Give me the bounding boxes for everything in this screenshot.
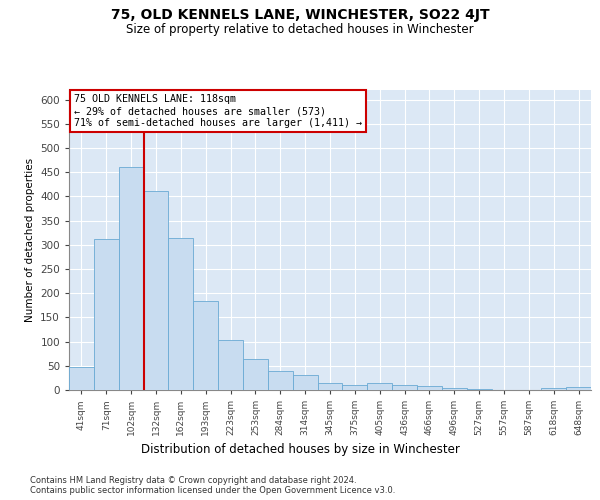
Text: 75 OLD KENNELS LANE: 118sqm
← 29% of detached houses are smaller (573)
71% of se: 75 OLD KENNELS LANE: 118sqm ← 29% of det… [74,94,362,128]
Bar [343,384,367,390]
Bar [143,190,169,390]
Bar [243,358,268,390]
Y-axis label: Number of detached properties: Number of detached properties [25,158,35,322]
Bar [69,368,94,390]
Text: Distribution of detached houses by size in Winchester: Distribution of detached houses by size … [140,442,460,456]
Bar [467,389,491,390]
Bar [317,383,343,390]
Bar [367,382,392,390]
Bar [94,239,119,390]
Text: Size of property relative to detached houses in Winchester: Size of property relative to detached ho… [126,22,474,36]
Bar [541,388,566,390]
Bar [193,301,218,390]
Bar [218,340,243,390]
Bar [566,387,591,390]
Bar [119,168,143,390]
Bar [268,370,293,390]
Bar [417,386,442,390]
Bar [169,238,193,390]
Bar [442,388,467,390]
Text: 75, OLD KENNELS LANE, WINCHESTER, SO22 4JT: 75, OLD KENNELS LANE, WINCHESTER, SO22 4… [110,8,490,22]
Text: Contains HM Land Registry data © Crown copyright and database right 2024.
Contai: Contains HM Land Registry data © Crown c… [30,476,395,495]
Bar [392,385,417,390]
Bar [293,374,317,390]
